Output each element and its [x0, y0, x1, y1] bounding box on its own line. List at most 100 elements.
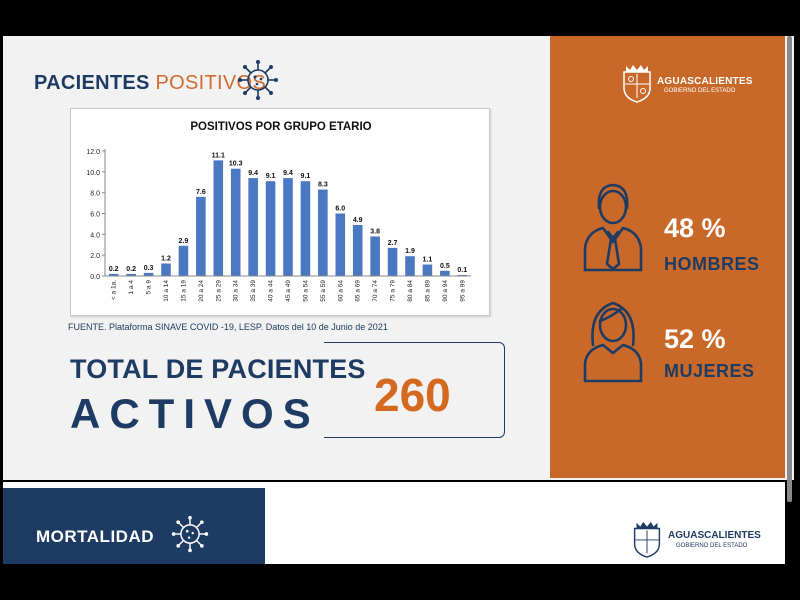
- total-bracket: [324, 342, 505, 438]
- men-percent: 48 %: [664, 213, 726, 243]
- government-subtitle: GOBIERNO DEL ESTADO: [676, 543, 748, 549]
- y-tick-label: 2.0: [90, 253, 100, 260]
- bar-value-label: 6.0: [335, 206, 345, 213]
- government-name: AGUASCALIENTES: [668, 530, 761, 541]
- bar: [230, 168, 241, 276]
- bar-value-label: 3.8: [370, 228, 380, 235]
- x-tick-label: 45 a 49: [285, 280, 292, 302]
- scrollbar[interactable]: [787, 36, 792, 502]
- bar: [440, 270, 450, 276]
- bar: [300, 181, 311, 276]
- total-label-line2: ACTIVOS: [70, 390, 320, 437]
- bar: [457, 274, 468, 276]
- bar: [387, 247, 398, 276]
- bar: [126, 273, 136, 276]
- x-tick-label: 15 a 19: [180, 280, 187, 302]
- bar-value-label: 2.9: [179, 238, 189, 245]
- bar-value-label: 9.4: [283, 170, 293, 177]
- bar-value-label: 0.5: [440, 263, 450, 270]
- x-tick-label: 90 a 94: [442, 280, 449, 302]
- x-tick-label: 85 a 89: [424, 280, 431, 302]
- men-label: HOMBRES: [664, 254, 760, 274]
- virus-icon: [238, 60, 278, 100]
- bar: [213, 160, 224, 276]
- x-tick-label: 25 a 29: [215, 280, 222, 302]
- x-tick-label: 20 a 24: [198, 280, 205, 302]
- y-tick-label: 8.0: [90, 191, 100, 198]
- y-tick-label: 4.0: [90, 232, 100, 239]
- woman-icon: [583, 301, 643, 383]
- bar-value-label: 0.2: [126, 266, 136, 273]
- x-tick-label: 50 a 54: [302, 280, 309, 302]
- title-bold: PACIENTES: [34, 72, 150, 94]
- x-tick-label: 1 a 4: [128, 280, 135, 295]
- y-axis: 0.0 2.0 4.0 6.0 8.0 10.0 12.0: [86, 149, 106, 281]
- total-label-line1: TOTAL DE PACIENTES: [70, 354, 366, 384]
- y-tick-label: 6.0: [90, 212, 100, 219]
- x-tick-label: 35 a 39: [250, 280, 257, 302]
- bar-value-label: 0.2: [109, 266, 119, 273]
- title-light: POSITIVOS: [155, 72, 267, 94]
- mortalidad-title: MORTALIDAD: [36, 527, 154, 546]
- x-tick-label: 75 a 79: [390, 280, 397, 302]
- government-name: AGUASCALIENTES: [657, 76, 753, 87]
- bar: [283, 178, 293, 276]
- x-tick-label: 70 a 74: [372, 280, 379, 302]
- bar-value-label: 1.2: [161, 256, 171, 263]
- bar-value-label: 8.3: [318, 182, 328, 189]
- bar-value-label: 1.1: [423, 257, 433, 264]
- bar-value-label: 9.1: [301, 173, 311, 180]
- source-note: FUENTE. Plataforma SINAVE COVID -19, LES…: [68, 322, 388, 332]
- x-tick-label: 55 a 59: [320, 280, 327, 302]
- bar: [422, 264, 433, 276]
- bar-value-label: 9.4: [248, 170, 258, 177]
- state-seal-icon: [623, 65, 651, 103]
- x-tick-label: 40 a 44: [268, 280, 275, 302]
- gender-panel: [550, 36, 785, 478]
- x-axis: < a 1a. 1 a 4 5 a 9 10 a 14 15 a 19 20 a 24 25…: [105, 275, 471, 302]
- bar: [248, 178, 258, 276]
- x-tick-label: 80 a 84: [407, 280, 414, 302]
- bar-value-label: 7.6: [196, 189, 206, 196]
- bars: 0.2 0.2 0.3 1.2 2.9 7.6 11.1 10.3 9.4 9.1 9.4 9.1 8.…: [109, 152, 467, 276]
- bar-value-label: 4.9: [353, 217, 363, 224]
- chart-panel: POSITIVOS POR GRUPO ETARIO 0.0 2.0 4.0 6.0 8…: [70, 108, 490, 316]
- bar-value-label: 1.9: [405, 248, 415, 255]
- y-tick-label: 10.0: [86, 170, 100, 177]
- total-value: 260: [374, 369, 451, 421]
- y-tick-label: 12.0: [86, 149, 100, 156]
- mortalidad-banner: [3, 488, 265, 564]
- bar-value-label: 9.1: [266, 173, 276, 180]
- women-percent: 52 %: [664, 324, 726, 354]
- bar: [196, 196, 206, 276]
- government-subtitle: GOBIERNO DEL ESTADO: [664, 88, 736, 94]
- bar: [108, 273, 119, 276]
- bar-value-label: 0.1: [457, 267, 467, 274]
- bar-value-label: 2.7: [388, 240, 398, 247]
- virus-icon: [171, 515, 209, 553]
- bar: [370, 236, 380, 276]
- x-tick-label: 5 a 9: [146, 280, 153, 295]
- page-title: PACIENTES POSITIVOS: [34, 72, 266, 95]
- chart-title: POSITIVOS POR GRUPO ETARIO: [190, 121, 371, 133]
- bar: [265, 181, 276, 276]
- x-tick-label: 10 a 14: [163, 280, 170, 302]
- bar: [405, 256, 415, 276]
- bar: [318, 189, 328, 276]
- women-label: MUJERES: [664, 361, 755, 381]
- bar-value-label: 10.3: [229, 161, 243, 168]
- bar-value-label: 11.1: [212, 152, 225, 159]
- state-seal-icon: [633, 521, 661, 558]
- man-icon: [583, 183, 643, 272]
- x-tick-label: 65 a 69: [355, 280, 362, 302]
- bar: [335, 213, 346, 276]
- bar: [352, 224, 363, 276]
- bar: [143, 272, 154, 276]
- x-tick-label: 95 a 99: [459, 280, 466, 302]
- x-tick-label: 30 a 34: [233, 280, 240, 302]
- bar-value-label: 0.3: [144, 265, 154, 272]
- bar-chart: POSITIVOS POR GRUPO ETARIO 0.0 2.0 4.0 6.0 8…: [86, 121, 471, 302]
- x-tick-label: < a 1a.: [111, 280, 118, 300]
- bar: [161, 263, 171, 276]
